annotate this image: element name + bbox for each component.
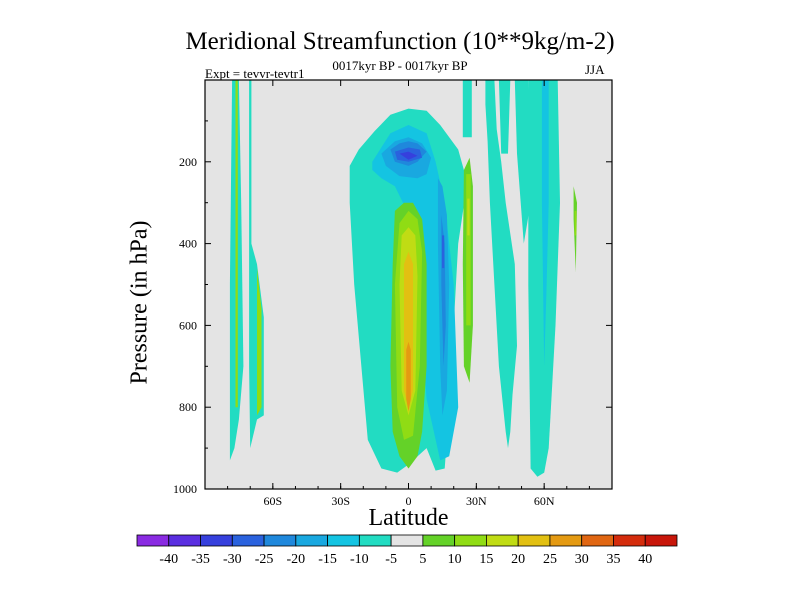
colorbar-swatch (390, 534, 424, 547)
season-label: JJA (585, 62, 605, 77)
colorbar-label: -35 (191, 552, 210, 567)
colorbar-swatch (486, 534, 519, 547)
chart-subtitle: 0017kyr BP - 0017kyr BP (332, 58, 468, 73)
x-tick-label: 60N (534, 494, 555, 508)
experiment-label: Expt = tevvr-tevtr1 (205, 66, 305, 81)
colorbar-swatch (168, 534, 201, 547)
colorbar-swatch (549, 534, 583, 547)
contour-region-26 (541, 80, 549, 367)
contour-region-18 (462, 80, 472, 138)
colorbar-swatch (517, 534, 551, 547)
y-tick-label: 200 (179, 155, 197, 169)
x-tick-label: 30S (331, 494, 350, 508)
contour-region-23 (498, 80, 511, 154)
colorbar: -40 -35 -30 -25 -20 -15 -10 -5 5 10 15 20 25 30 35 40 (136, 534, 678, 567)
x-tick-label: 60S (263, 494, 282, 508)
contour-region-3 (257, 268, 262, 416)
colorbar-swatch (231, 534, 265, 547)
x-axis-label: Latitude (368, 505, 449, 531)
colorbar-label: 15 (479, 552, 493, 567)
colorbar-label: -10 (350, 552, 369, 567)
colorbar-swatch (422, 534, 456, 547)
colorbar-label: 40 (638, 552, 652, 567)
y-tick-label: 400 (179, 237, 197, 251)
contour-region-22 (485, 80, 517, 449)
colorbar-swatch (581, 534, 614, 547)
colorbar-label: -40 (159, 552, 178, 567)
colorbar-swatch (263, 534, 297, 547)
contour-region-5 (372, 125, 459, 461)
colorbar-label: -20 (286, 552, 305, 567)
y-tick-label: 1000 (173, 482, 197, 496)
contour-region-20 (466, 174, 471, 326)
contour-region-28 (574, 210, 577, 236)
colorbar-label: 30 (575, 552, 589, 567)
chart-title: Meridional Streamfunction (10**9kg/m-2) (185, 28, 615, 55)
colorbar-swatch (613, 534, 646, 547)
contour-region-21 (467, 198, 470, 236)
colorbar-label: -25 (255, 552, 274, 567)
colorbar-label: 10 (448, 552, 462, 567)
colorbar-label: 35 (606, 552, 620, 567)
colorbar-swatch (327, 534, 360, 547)
colorbar-swatch (358, 534, 392, 547)
colorbar-label: -30 (223, 552, 242, 567)
y-tick-label: 600 (179, 318, 197, 332)
colorbar-swatch (136, 534, 170, 547)
colorbar-swatch (644, 534, 678, 547)
colorbar-label: 25 (543, 552, 557, 567)
colorbar-swatch (200, 534, 233, 547)
y-ticks: 200 400 600 800 1000 (173, 120, 612, 496)
y-tick-label: 800 (179, 400, 197, 414)
contour-region-12 (399, 151, 418, 160)
colorbar-swatch (295, 534, 328, 547)
colorbar-label: 20 (511, 552, 525, 567)
contour-region-17 (406, 341, 411, 412)
contour-region-11 (442, 235, 445, 269)
colorbar-label: -15 (318, 552, 337, 567)
colorbar-swatch (454, 534, 487, 547)
contour-region-24 (514, 80, 531, 244)
colorbar-label: -5 (385, 552, 397, 567)
contour-region-1 (235, 80, 238, 408)
x-tick-label: 0 (406, 494, 412, 508)
colorbar-label: 5 (419, 552, 426, 567)
x-ticks: 60S 30S 0 30N 60N (227, 80, 590, 508)
x-tick-label: 30N (466, 494, 487, 508)
contour-regions (229, 80, 577, 477)
